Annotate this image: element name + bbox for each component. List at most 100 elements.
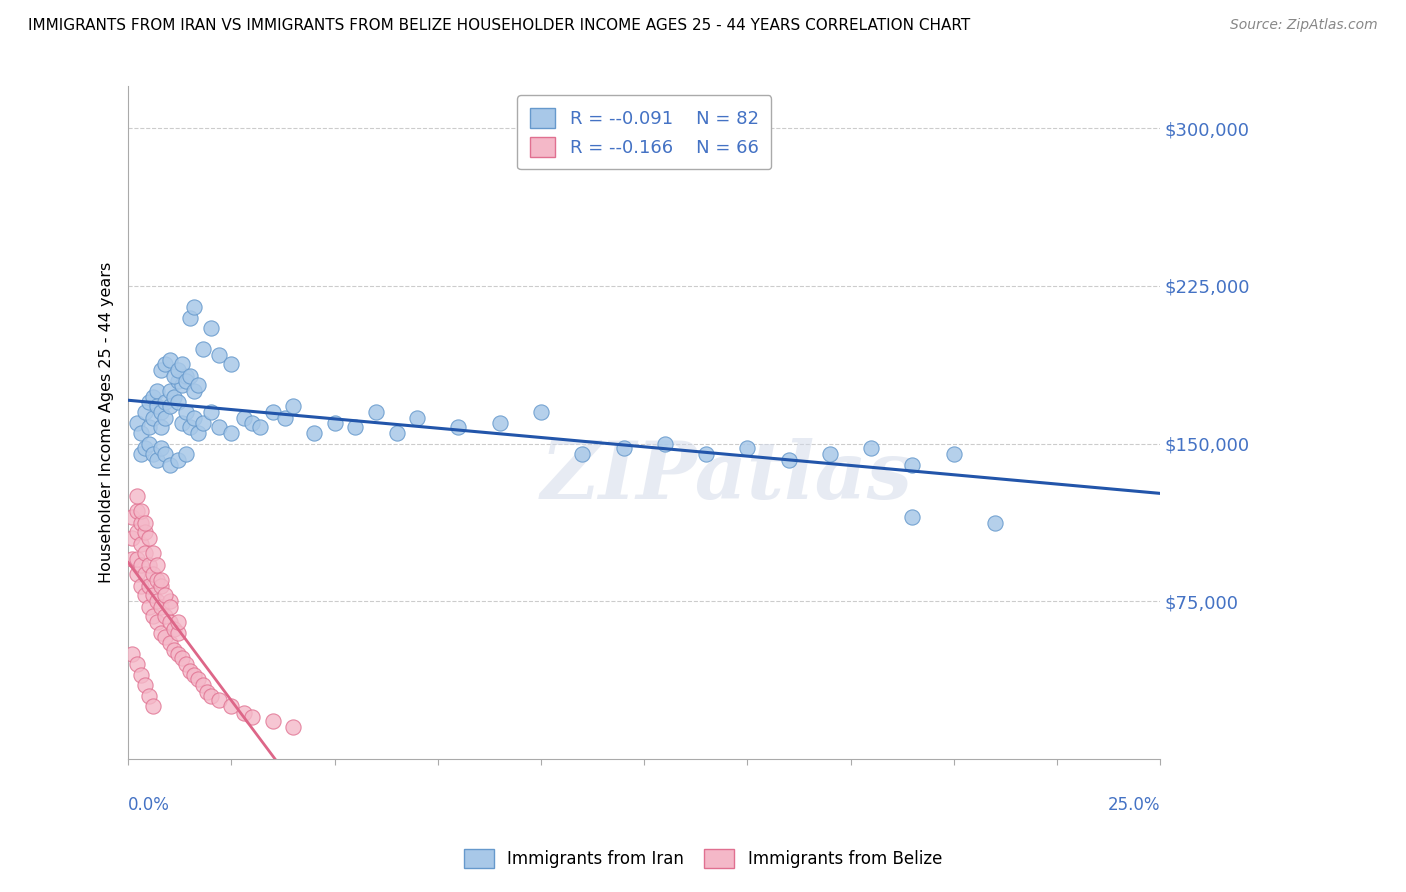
- Point: [134, 566, 156, 581]
- Y-axis label: Householder Income Ages 25 - 44 years: Householder Income Ages 25 - 44 years: [100, 262, 114, 583]
- Point: [125, 416, 148, 430]
- Point: [159, 615, 181, 630]
- Point: [170, 357, 193, 371]
- Point: [695, 447, 717, 461]
- Point: [166, 625, 188, 640]
- Point: [163, 642, 186, 657]
- Point: [183, 667, 205, 681]
- Point: [142, 699, 165, 714]
- Point: [183, 384, 205, 398]
- Text: Source: ZipAtlas.com: Source: ZipAtlas.com: [1230, 18, 1378, 32]
- Point: [129, 667, 152, 681]
- Point: [232, 411, 254, 425]
- Point: [150, 573, 173, 587]
- Point: [159, 352, 181, 367]
- Point: [121, 647, 143, 661]
- Point: [159, 600, 181, 615]
- Point: [134, 546, 156, 560]
- Point: [142, 546, 165, 560]
- Point: [262, 714, 284, 728]
- Point: [159, 458, 181, 472]
- Point: [179, 419, 201, 434]
- Point: [125, 489, 148, 503]
- Point: [146, 453, 169, 467]
- Point: [654, 436, 676, 450]
- Point: [778, 453, 800, 467]
- Point: [150, 405, 173, 419]
- Point: [530, 405, 553, 419]
- Point: [129, 516, 152, 531]
- Point: [138, 394, 160, 409]
- Text: 25.0%: 25.0%: [1108, 796, 1160, 814]
- Point: [174, 657, 197, 672]
- Point: [208, 693, 231, 707]
- Point: [138, 579, 160, 593]
- Point: [166, 647, 188, 661]
- Point: [232, 706, 254, 720]
- Point: [129, 426, 152, 441]
- Point: [163, 390, 186, 404]
- Point: [150, 579, 173, 593]
- Text: IMMIGRANTS FROM IRAN VS IMMIGRANTS FROM BELIZE HOUSEHOLDER INCOME AGES 25 - 44 Y: IMMIGRANTS FROM IRAN VS IMMIGRANTS FROM …: [28, 18, 970, 33]
- Point: [159, 594, 181, 608]
- Point: [166, 453, 188, 467]
- Point: [221, 699, 243, 714]
- Point: [262, 405, 284, 419]
- Point: [129, 504, 152, 518]
- Point: [195, 684, 218, 698]
- Point: [191, 342, 214, 356]
- Point: [134, 405, 156, 419]
- Point: [121, 531, 143, 545]
- Point: [121, 510, 143, 524]
- Point: [166, 394, 188, 409]
- Point: [150, 625, 173, 640]
- Point: [737, 441, 759, 455]
- Point: [146, 594, 169, 608]
- Point: [163, 622, 186, 636]
- Point: [146, 384, 169, 398]
- Text: ZIPatlas: ZIPatlas: [541, 438, 912, 515]
- Point: [163, 369, 186, 384]
- Point: [406, 411, 429, 425]
- Point: [150, 600, 173, 615]
- Point: [138, 558, 160, 573]
- Point: [283, 399, 305, 413]
- Point: [134, 524, 156, 539]
- Point: [150, 441, 173, 455]
- Point: [200, 405, 222, 419]
- Point: [142, 447, 165, 461]
- Point: [138, 419, 160, 434]
- Point: [447, 419, 470, 434]
- Point: [155, 394, 177, 409]
- Point: [249, 419, 271, 434]
- Point: [187, 377, 209, 392]
- Point: [150, 363, 173, 377]
- Point: [121, 552, 143, 566]
- Point: [901, 510, 924, 524]
- Point: [571, 447, 593, 461]
- Point: [138, 531, 160, 545]
- Text: 0.0%: 0.0%: [128, 796, 170, 814]
- Point: [138, 689, 160, 703]
- Point: [166, 363, 188, 377]
- Legend: Immigrants from Iran, Immigrants from Belize: Immigrants from Iran, Immigrants from Be…: [457, 843, 949, 875]
- Point: [166, 374, 188, 388]
- Point: [142, 588, 165, 602]
- Point: [274, 411, 297, 425]
- Point: [221, 357, 243, 371]
- Point: [174, 405, 197, 419]
- Point: [125, 657, 148, 672]
- Point: [364, 405, 387, 419]
- Point: [129, 558, 152, 573]
- Point: [166, 615, 188, 630]
- Point: [159, 636, 181, 650]
- Point: [134, 678, 156, 692]
- Point: [134, 441, 156, 455]
- Point: [129, 579, 152, 593]
- Point: [174, 374, 197, 388]
- Point: [344, 419, 367, 434]
- Point: [146, 558, 169, 573]
- Legend: R = --0.091    N = 82, R = --0.166    N = 66: R = --0.091 N = 82, R = --0.166 N = 66: [517, 95, 770, 169]
- Point: [155, 588, 177, 602]
- Point: [138, 600, 160, 615]
